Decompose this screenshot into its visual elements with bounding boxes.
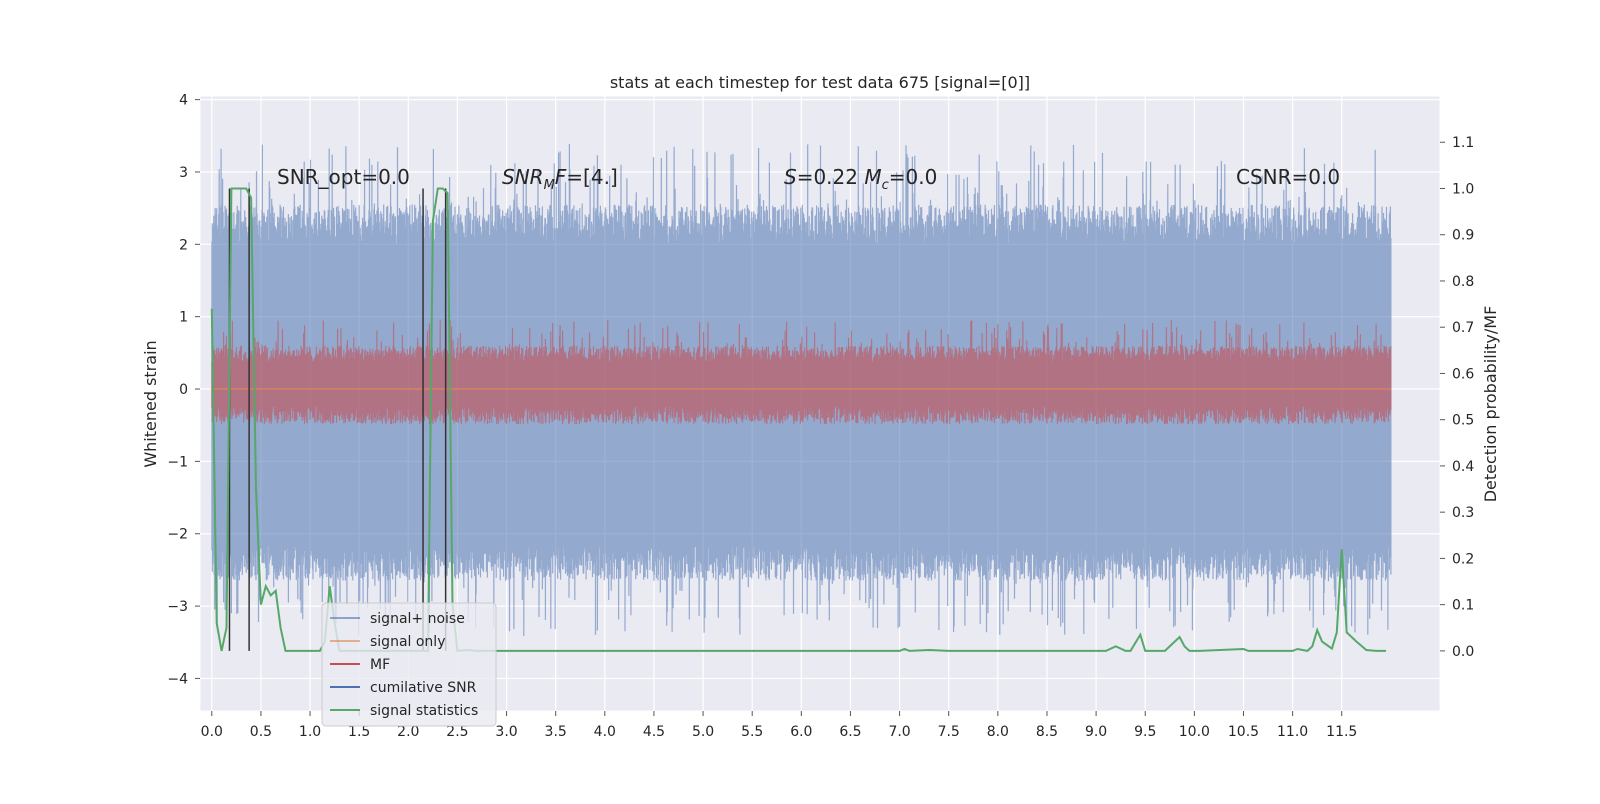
legend-label: cumilative SNR — [370, 680, 477, 696]
right-y-tick-label: 0.9 — [1452, 228, 1474, 244]
mf-series — [211, 319, 1392, 425]
right-y-tick-label: 0.5 — [1452, 413, 1474, 429]
signal-statistics-series — [210, 187, 1386, 652]
plot-frame — [199, 95, 1441, 712]
legend-label: signal statistics — [370, 703, 478, 719]
chart-title: stats at each timestep for test data 675… — [610, 73, 1030, 92]
left-y-tick-label: −4 — [167, 671, 188, 687]
legend-box — [321, 602, 497, 727]
left-y-tick-label: 4 — [179, 93, 188, 109]
x-tick-label: 8.0 — [987, 724, 1009, 740]
left-y-tick-label: 0 — [179, 382, 188, 398]
right-y-tick-label: 0.4 — [1452, 459, 1474, 475]
x-tick-label: 1.0 — [299, 724, 321, 740]
legend-label: MF — [370, 657, 390, 673]
x-tick-label: 2.5 — [446, 724, 468, 740]
x-tick-label: 10.5 — [1228, 724, 1259, 740]
x-tick-label: 3.5 — [545, 724, 567, 740]
right-y-tick-label: 0.8 — [1452, 274, 1474, 290]
right-y-tick-label: 0.2 — [1452, 551, 1474, 567]
annotation-s-mc: S=0.22 Mc=0.0 — [784, 165, 937, 193]
annotation-snr-opt: SNR_opt=0.0 — [277, 165, 410, 189]
left-y-tick-label: −3 — [167, 599, 188, 615]
axis-layer: 0.0 0.5 1.0 1.5 2.0 2.5 3.0 3.5 4.0 4.5 5.0 5.5 6.0 6… — [167, 93, 1474, 740]
right-y-tick-label: 0.3 — [1452, 505, 1474, 521]
x-tick-label: 9.0 — [1085, 724, 1107, 740]
left-y-axis-label: Whitened strain — [141, 340, 160, 467]
x-tick-label: 5.5 — [741, 724, 763, 740]
x-tick-label: 6.5 — [839, 724, 861, 740]
x-tick-label: 0.0 — [201, 724, 223, 740]
data-layer — [210, 144, 1392, 652]
x-tick-label: 7.0 — [888, 724, 910, 740]
left-y-tick-label: 2 — [179, 237, 188, 253]
left-y-tick-label: 1 — [179, 310, 188, 326]
x-tick-label: 8.5 — [1036, 724, 1058, 740]
legend-label: signal+ noise — [370, 611, 465, 627]
x-tick-label: 7.5 — [938, 724, 960, 740]
x-tick-label: 9.5 — [1134, 724, 1156, 740]
x-tick-label: 4.0 — [594, 724, 616, 740]
x-tick-label: 3.0 — [495, 724, 517, 740]
right-y-tick-label: 0.7 — [1452, 320, 1474, 336]
x-tick-label: 4.5 — [643, 724, 665, 740]
x-tick-label: 10.0 — [1179, 724, 1210, 740]
right-y-axis-label: Detection probability/MF — [1481, 306, 1500, 503]
right-y-tick-label: 1.1 — [1452, 135, 1474, 151]
x-tick-label: 6.0 — [790, 724, 812, 740]
annotation-csnr: CSNR=0.0 — [1236, 165, 1340, 189]
left-y-tick-label: −1 — [167, 454, 188, 470]
x-tick-label: 2.0 — [397, 724, 419, 740]
right-y-tick-label: 0.6 — [1452, 366, 1474, 382]
x-tick-label: 11.5 — [1326, 724, 1357, 740]
x-tick-label: 1.5 — [348, 724, 370, 740]
left-y-tick-label: −2 — [167, 527, 188, 543]
annotation-layer: SNR_opt=0.0 SNRMF=[4.] S=0.22 Mc=0.0 CSN… — [277, 165, 1340, 193]
right-y-tick-label: 1.0 — [1452, 181, 1474, 197]
x-tick-label: 5.0 — [692, 724, 714, 740]
annotation-snr-mf: SNRMF=[4.] — [502, 165, 618, 193]
left-y-tick-label: 3 — [179, 165, 188, 181]
right-y-tick-label: 0.1 — [1452, 598, 1474, 614]
x-tick-label: 11.0 — [1277, 724, 1308, 740]
right-y-tick-label: 0.0 — [1452, 644, 1474, 660]
legend-label: signal only — [370, 634, 445, 650]
legend: signal+ noise signal only MF cumilative SNR… — [321, 602, 497, 727]
x-tick-label: 0.5 — [250, 724, 272, 740]
